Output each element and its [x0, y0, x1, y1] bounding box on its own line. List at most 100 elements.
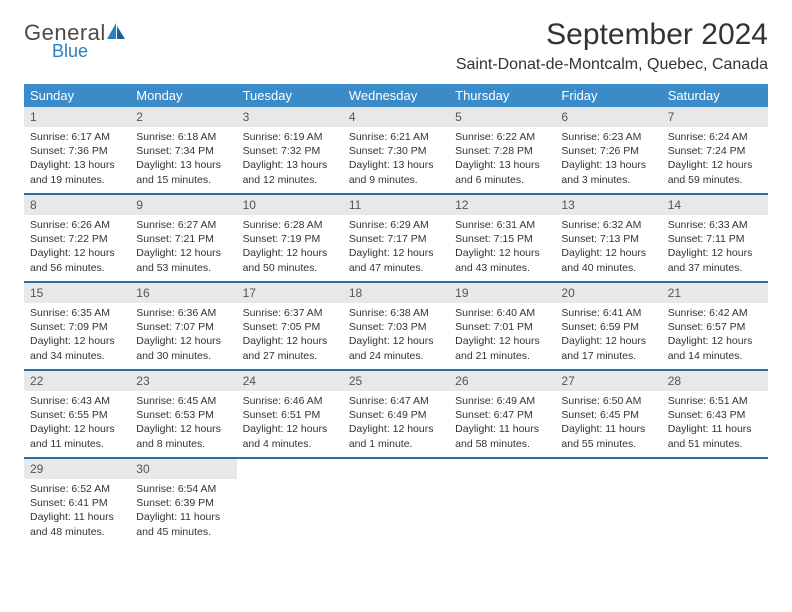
week-row: 29Sunrise: 6:52 AMSunset: 6:41 PMDayligh… [24, 457, 768, 545]
sunrise-line: Sunrise: 6:41 AM [561, 306, 655, 320]
sunrise-line: Sunrise: 6:43 AM [30, 394, 124, 408]
day-body: Sunrise: 6:46 AMSunset: 6:51 PMDaylight:… [237, 391, 343, 457]
daylight-line: Daylight: 12 hours and 43 minutes. [455, 246, 549, 274]
day-number: 21 [662, 283, 768, 303]
sunset-line: Sunset: 6:57 PM [668, 320, 762, 334]
day-number: 3 [237, 107, 343, 127]
sunset-line: Sunset: 7:32 PM [243, 144, 337, 158]
day-body: Sunrise: 6:40 AMSunset: 7:01 PMDaylight:… [449, 303, 555, 369]
day-number: 26 [449, 371, 555, 391]
weeks-container: 1Sunrise: 6:17 AMSunset: 7:36 PMDaylight… [24, 107, 768, 545]
day-number: 18 [343, 283, 449, 303]
day-body: Sunrise: 6:54 AMSunset: 6:39 PMDaylight:… [130, 479, 236, 545]
daylight-line: Daylight: 13 hours and 6 minutes. [455, 158, 549, 186]
sunset-line: Sunset: 6:53 PM [136, 408, 230, 422]
day-cell: 2Sunrise: 6:18 AMSunset: 7:34 PMDaylight… [130, 107, 236, 193]
daylight-line: Daylight: 13 hours and 15 minutes. [136, 158, 230, 186]
sunset-line: Sunset: 7:22 PM [30, 232, 124, 246]
day-number: 25 [343, 371, 449, 391]
daylight-line: Daylight: 12 hours and 56 minutes. [30, 246, 124, 274]
day-body: Sunrise: 6:28 AMSunset: 7:19 PMDaylight:… [237, 215, 343, 281]
sunset-line: Sunset: 7:17 PM [349, 232, 443, 246]
daylight-line: Daylight: 13 hours and 19 minutes. [30, 158, 124, 186]
day-number: 19 [449, 283, 555, 303]
sunrise-line: Sunrise: 6:54 AM [136, 482, 230, 496]
weekday-header: Thursday [449, 84, 555, 107]
day-cell: 6Sunrise: 6:23 AMSunset: 7:26 PMDaylight… [555, 107, 661, 193]
sunrise-line: Sunrise: 6:31 AM [455, 218, 549, 232]
sunrise-line: Sunrise: 6:27 AM [136, 218, 230, 232]
sunrise-line: Sunrise: 6:47 AM [349, 394, 443, 408]
sunrise-line: Sunrise: 6:38 AM [349, 306, 443, 320]
sunrise-line: Sunrise: 6:49 AM [455, 394, 549, 408]
day-cell: 28Sunrise: 6:51 AMSunset: 6:43 PMDayligh… [662, 371, 768, 457]
week-row: 22Sunrise: 6:43 AMSunset: 6:55 PMDayligh… [24, 369, 768, 457]
day-number: 7 [662, 107, 768, 127]
day-number: 27 [555, 371, 661, 391]
daylight-line: Daylight: 13 hours and 3 minutes. [561, 158, 655, 186]
day-body: Sunrise: 6:47 AMSunset: 6:49 PMDaylight:… [343, 391, 449, 457]
week-row: 15Sunrise: 6:35 AMSunset: 7:09 PMDayligh… [24, 281, 768, 369]
day-cell [662, 459, 768, 545]
day-cell [237, 459, 343, 545]
daylight-line: Daylight: 11 hours and 58 minutes. [455, 422, 549, 450]
day-number: 23 [130, 371, 236, 391]
week-row: 8Sunrise: 6:26 AMSunset: 7:22 PMDaylight… [24, 193, 768, 281]
sunrise-line: Sunrise: 6:32 AM [561, 218, 655, 232]
day-number: 2 [130, 107, 236, 127]
day-cell: 5Sunrise: 6:22 AMSunset: 7:28 PMDaylight… [449, 107, 555, 193]
logo-blue-text: Blue [52, 42, 126, 60]
sunset-line: Sunset: 6:59 PM [561, 320, 655, 334]
weekday-header: Wednesday [343, 84, 449, 107]
sunrise-line: Sunrise: 6:29 AM [349, 218, 443, 232]
day-cell: 15Sunrise: 6:35 AMSunset: 7:09 PMDayligh… [24, 283, 130, 369]
sunrise-line: Sunrise: 6:18 AM [136, 130, 230, 144]
day-number: 15 [24, 283, 130, 303]
day-body: Sunrise: 6:31 AMSunset: 7:15 PMDaylight:… [449, 215, 555, 281]
day-cell: 3Sunrise: 6:19 AMSunset: 7:32 PMDaylight… [237, 107, 343, 193]
daylight-line: Daylight: 12 hours and 50 minutes. [243, 246, 337, 274]
day-body: Sunrise: 6:52 AMSunset: 6:41 PMDaylight:… [24, 479, 130, 545]
header: General Blue September 2024 Saint-Donat-… [24, 18, 768, 74]
day-number: 14 [662, 195, 768, 215]
sunset-line: Sunset: 7:15 PM [455, 232, 549, 246]
day-cell: 30Sunrise: 6:54 AMSunset: 6:39 PMDayligh… [130, 459, 236, 545]
weekday-header: Sunday [24, 84, 130, 107]
sunrise-line: Sunrise: 6:22 AM [455, 130, 549, 144]
day-cell: 25Sunrise: 6:47 AMSunset: 6:49 PMDayligh… [343, 371, 449, 457]
sunset-line: Sunset: 7:01 PM [455, 320, 549, 334]
daylight-line: Daylight: 13 hours and 9 minutes. [349, 158, 443, 186]
day-cell: 11Sunrise: 6:29 AMSunset: 7:17 PMDayligh… [343, 195, 449, 281]
calendar: SundayMondayTuesdayWednesdayThursdayFrid… [24, 84, 768, 545]
daylight-line: Daylight: 12 hours and 59 minutes. [668, 158, 762, 186]
sunrise-line: Sunrise: 6:40 AM [455, 306, 549, 320]
day-body: Sunrise: 6:45 AMSunset: 6:53 PMDaylight:… [130, 391, 236, 457]
logo: General Blue [24, 22, 126, 60]
day-cell: 18Sunrise: 6:38 AMSunset: 7:03 PMDayligh… [343, 283, 449, 369]
day-cell: 20Sunrise: 6:41 AMSunset: 6:59 PMDayligh… [555, 283, 661, 369]
sunrise-line: Sunrise: 6:19 AM [243, 130, 337, 144]
daylight-line: Daylight: 12 hours and 21 minutes. [455, 334, 549, 362]
day-cell: 16Sunrise: 6:36 AMSunset: 7:07 PMDayligh… [130, 283, 236, 369]
day-number: 22 [24, 371, 130, 391]
sunset-line: Sunset: 7:36 PM [30, 144, 124, 158]
daylight-line: Daylight: 12 hours and 14 minutes. [668, 334, 762, 362]
day-body: Sunrise: 6:42 AMSunset: 6:57 PMDaylight:… [662, 303, 768, 369]
day-body: Sunrise: 6:51 AMSunset: 6:43 PMDaylight:… [662, 391, 768, 457]
sunset-line: Sunset: 6:55 PM [30, 408, 124, 422]
daylight-line: Daylight: 12 hours and 24 minutes. [349, 334, 443, 362]
day-cell: 19Sunrise: 6:40 AMSunset: 7:01 PMDayligh… [449, 283, 555, 369]
day-cell: 23Sunrise: 6:45 AMSunset: 6:53 PMDayligh… [130, 371, 236, 457]
day-body: Sunrise: 6:36 AMSunset: 7:07 PMDaylight:… [130, 303, 236, 369]
day-body: Sunrise: 6:38 AMSunset: 7:03 PMDaylight:… [343, 303, 449, 369]
day-body: Sunrise: 6:17 AMSunset: 7:36 PMDaylight:… [24, 127, 130, 193]
sunrise-line: Sunrise: 6:45 AM [136, 394, 230, 408]
day-number: 13 [555, 195, 661, 215]
day-cell: 12Sunrise: 6:31 AMSunset: 7:15 PMDayligh… [449, 195, 555, 281]
daylight-line: Daylight: 12 hours and 30 minutes. [136, 334, 230, 362]
daylight-line: Daylight: 12 hours and 11 minutes. [30, 422, 124, 450]
day-cell: 9Sunrise: 6:27 AMSunset: 7:21 PMDaylight… [130, 195, 236, 281]
sunset-line: Sunset: 7:19 PM [243, 232, 337, 246]
sunset-line: Sunset: 7:07 PM [136, 320, 230, 334]
day-cell [555, 459, 661, 545]
